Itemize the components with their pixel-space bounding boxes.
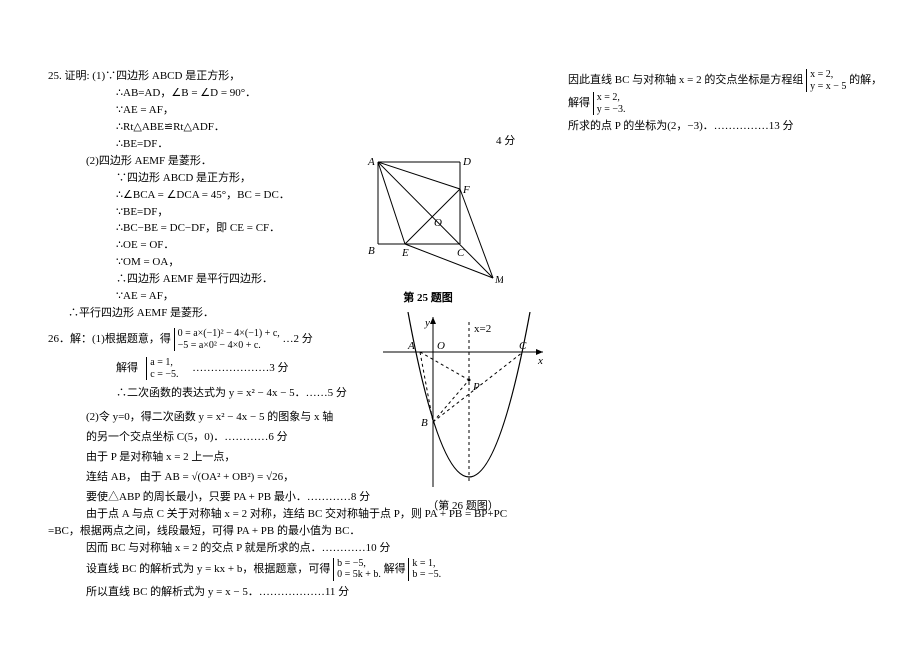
svg-text:x: x <box>537 355 543 367</box>
svg-text:C: C <box>457 247 465 259</box>
sys2a: a = 1, <box>150 357 173 368</box>
svg-text:A: A <box>407 340 415 352</box>
svg-text:C: C <box>519 340 527 352</box>
sys2tail: …………………3 分 <box>192 362 288 374</box>
p26-p2l6: =BC，根据两点之间，线段最短，可得 PA + PB 的最小值为 BC． <box>48 524 558 540</box>
sys2b: c = −5. <box>150 369 178 380</box>
right-l1: 因此直线 BC 与对称轴 x = 2 的交点坐标是方程组 x = 2, y = … <box>568 69 888 115</box>
p25-l4: ∴BE=DF． <box>48 137 558 153</box>
p26-p2l9: 所以直线 BC 的解析式为 y = x − 5．………………11 分 <box>48 585 558 601</box>
svg-text:x=2: x=2 <box>474 323 491 335</box>
figure-25-svg: A D B C E F O M <box>353 154 503 284</box>
sys1b: −5 = a×0² − 4×0 + c. <box>178 340 261 351</box>
sysRa: x = 2, <box>810 69 833 80</box>
solvehead: 解得 <box>116 362 138 374</box>
sys4a: k = 1, <box>412 558 435 569</box>
sysRb: y = x − 5 <box>810 81 846 92</box>
brace-sysR1: x = 2, y = x − 5 <box>806 69 846 92</box>
p25-l3: ∴Rt△ABE≌Rt△ADF． <box>48 120 558 136</box>
p26-p2l7: 因而 BC 与对称轴 x = 2 的交点 P 就是所求的点．…………10 分 <box>48 541 558 557</box>
p25-l2: ∵AE = AF， <box>48 103 558 119</box>
svg-text:M: M <box>494 274 503 284</box>
svg-text:B: B <box>421 417 428 429</box>
right-l2: 所求的点 P 的坐标为(2，−3)．……………13 分 <box>568 119 888 135</box>
figure-25: A D B C E F O M 第 25 题图 <box>348 154 508 305</box>
sys3mid: 解得 <box>384 563 406 575</box>
sys4b: b = −5. <box>412 569 441 580</box>
p25-head: 25. 证明: (1)∵四边形 ABCD 是正方形， <box>48 69 558 85</box>
p25-l1: ∴AB=AD，∠B = ∠D = 90°． <box>48 86 558 102</box>
brace-sys1: 0 = a×(−1)² − 4×(−1) + c, −5 = a×0² − 4×… <box>174 328 280 351</box>
figure-26-caption: （第 26 题图） <box>378 497 548 513</box>
sys3b: 0 = 5k + b. <box>337 569 381 580</box>
right-l1a: 因此直线 BC 与对称轴 x = 2 的交点坐标是方程组 <box>568 74 803 86</box>
brace-sys3: b = −5, 0 = 5k + b. <box>333 558 381 581</box>
svg-text:y: y <box>424 317 430 329</box>
sys1tail: …2 分 <box>283 333 313 345</box>
svg-text:P: P <box>472 381 480 393</box>
brace-sysR2: x = 2, y = −3. <box>593 92 626 115</box>
score-4: 4 分 <box>496 132 515 148</box>
sysRc: x = 2, <box>597 92 620 103</box>
brace-sys4: k = 1, b = −5. <box>408 558 441 581</box>
svg-text:O: O <box>434 217 442 229</box>
svg-text:D: D <box>462 156 471 168</box>
svg-text:E: E <box>401 247 409 259</box>
svg-text:A: A <box>367 156 375 168</box>
brace-sys2: a = 1, c = −5. <box>146 357 178 380</box>
sys3a: b = −5, <box>337 558 366 569</box>
svg-text:B: B <box>368 245 375 257</box>
svg-text:O: O <box>437 340 445 352</box>
p2l8head: 设直线 BC 的解析式为 y = kx + b，根据题意，可得 <box>86 563 330 575</box>
p26-head-text: 26．解：(1)根据题意，得 <box>48 333 171 345</box>
sys1a: 0 = a×(−1)² − 4×(−1) + c, <box>178 328 280 339</box>
sysRd: y = −3. <box>597 104 626 115</box>
svg-text:F: F <box>462 184 470 196</box>
figure-25-caption: 第 25 题图 <box>348 289 508 305</box>
figure-26-svg: Oy x A C B Px=2 <box>378 312 548 492</box>
p26-p2l8: 设直线 BC 的解析式为 y = kx + b，根据题意，可得 b = −5, … <box>48 558 558 581</box>
figure-26: Oy x A C B Px=2 （第 26 题图） <box>378 312 548 513</box>
